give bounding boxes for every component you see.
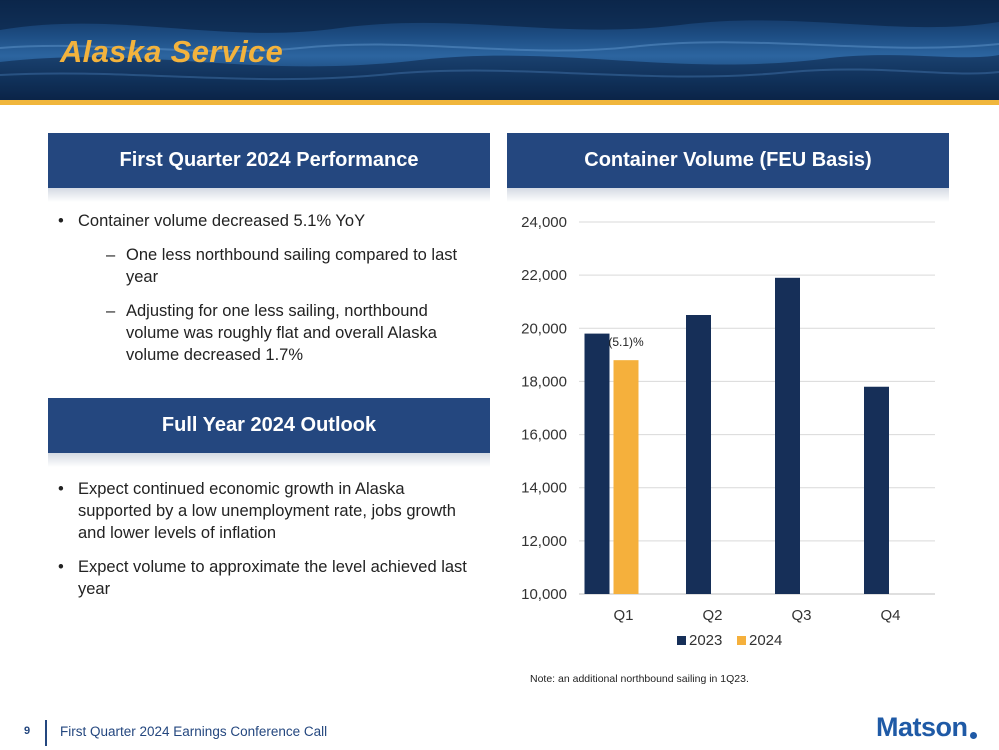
wave-background: [0, 0, 999, 102]
legend-label: 2024: [749, 632, 782, 649]
performance-sub-bullet: – Adjusting for one less sailing, northb…: [58, 300, 478, 366]
matson-logo: Matson: [876, 712, 968, 742]
performance-bullet-text: Container volume decreased 5.1% YoY: [78, 212, 366, 230]
outlook-heading: Full Year 2024 Outlook: [48, 398, 490, 453]
outlook-bullet: • Expect continued economic growth in Al…: [58, 478, 478, 544]
x-tick-label: Q1: [613, 607, 633, 624]
x-tick-label: Q2: [702, 607, 722, 624]
bar-2023-q1: [584, 333, 610, 594]
performance-sub-text: One less northbound sailing compared to …: [126, 246, 458, 286]
y-tick-label: 18,000: [521, 373, 567, 390]
header-accent-line: [0, 100, 999, 105]
bar-2024-q1: [613, 360, 639, 594]
performance-heading-shadow: [48, 188, 490, 202]
bar-2023-q2: [686, 315, 711, 594]
footer-text: First Quarter 2024 Earnings Conference C…: [60, 724, 328, 739]
outlook-bullet-text: Expect volume to approximate the level a…: [78, 558, 467, 598]
bullet-dot: •: [58, 480, 64, 498]
y-tick-label: 14,000: [521, 480, 567, 497]
performance-sub-bullet: – One less northbound sailing compared t…: [58, 244, 478, 288]
y-tick-label: 20,000: [521, 320, 567, 337]
y-tick-label: 22,000: [521, 267, 567, 284]
y-tick-label: 16,000: [521, 427, 567, 444]
footer-divider: [45, 720, 47, 746]
chart-heading-shadow: [507, 188, 949, 202]
volume-chart: 10,000 12,000 14,000 16,000 18,000 20,000 22,0…: [507, 195, 952, 665]
chart-heading: Container Volume (FEU Basis): [507, 133, 949, 188]
logo-dot: [970, 732, 977, 739]
volume-chart-svg: 10,000 12,000 14,000 16,000 18,000 20,000 22,0…: [521, 214, 935, 649]
bar-2023-q3: [775, 277, 800, 594]
outlook-bullet-text: Expect continued economic growth in Alas…: [78, 480, 456, 542]
outlook-bullet: • Expect volume to approximate the level…: [58, 556, 478, 600]
legend-swatch-2023: [677, 636, 686, 645]
legend-swatch-2024: [737, 636, 746, 645]
performance-sub-text: Adjusting for one less sailing, northbou…: [126, 302, 437, 364]
chart-note: Note: an additional northbound sailing i…: [530, 673, 749, 685]
x-tick-label: Q4: [880, 607, 900, 624]
x-tick-label: Q3: [791, 607, 811, 624]
legend-label: 2023: [689, 632, 722, 649]
page-number: 9: [24, 725, 31, 737]
outlook-bullets: • Expect continued economic growth in Al…: [58, 478, 478, 612]
bullet-dot: •: [58, 212, 64, 230]
bar-2023-q4: [864, 386, 889, 594]
dash-marker: –: [106, 246, 116, 264]
outlook-heading-shadow: [48, 453, 490, 467]
dash-marker: –: [106, 302, 116, 320]
y-tick-label: 24,000: [521, 214, 567, 231]
y-tick-label: 10,000: [521, 586, 567, 603]
page-title: Alaska Service: [60, 34, 284, 69]
performance-bullet: • Container volume decreased 5.1% YoY: [58, 210, 478, 232]
performance-heading: First Quarter 2024 Performance: [48, 133, 490, 188]
bullet-dot: •: [58, 558, 64, 576]
data-label: (5.1)%: [608, 335, 644, 349]
header-banner: [0, 0, 999, 102]
y-tick-label: 12,000: [521, 533, 567, 550]
performance-bullets: • Container volume decreased 5.1% YoY – …: [58, 210, 478, 378]
